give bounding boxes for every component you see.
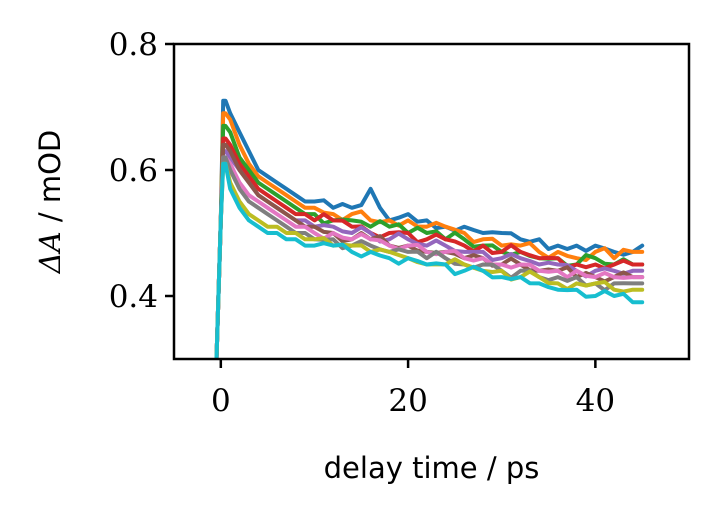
- series-line-8: [214, 155, 645, 359]
- series-line-7: [214, 155, 645, 359]
- y-axis-label: ΔA / mOD: [33, 130, 67, 275]
- tick-layer: 0 20 40 0.4 0.6 0.8: [109, 27, 615, 419]
- series-line-1: [214, 98, 645, 359]
- y-axis-label-unit: / mOD: [33, 130, 67, 232]
- series-layer: [214, 98, 645, 359]
- plot-area-frame: [172, 42, 691, 361]
- series-line-10: [214, 161, 645, 359]
- x-tick-label: 0: [211, 383, 231, 419]
- x-tick-label: 20: [388, 383, 427, 419]
- y-tick-label: 0.4: [109, 279, 158, 315]
- y-tick-label: 0.8: [109, 27, 158, 63]
- x-tick-label: 40: [576, 383, 615, 419]
- y-axis-label-symbol: ΔA: [33, 231, 67, 274]
- y-tick-label: 0.6: [109, 153, 158, 189]
- x-axis-label: delay time / ps: [324, 451, 540, 485]
